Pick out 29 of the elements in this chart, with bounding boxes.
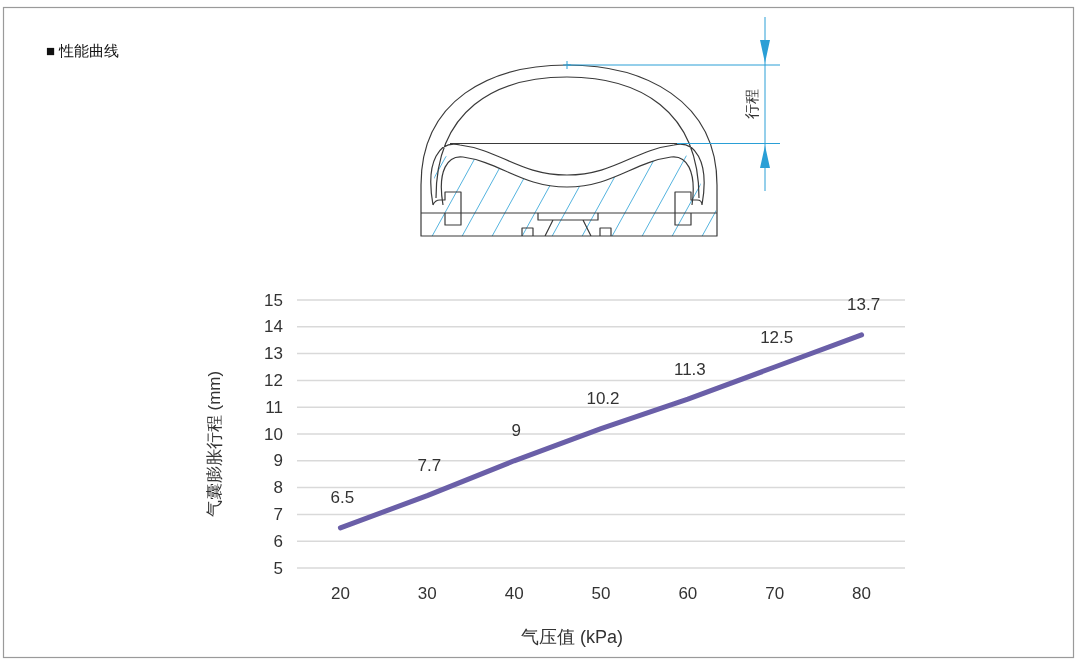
y-tick-label: 13 (264, 344, 283, 364)
x-axis-title: 气压值 (kPa) (520, 627, 624, 647)
y-tick-label: 15 (264, 290, 283, 310)
x-tick-label: 60 (678, 583, 698, 603)
y-tick-label: 11 (265, 397, 283, 417)
x-tick-label: 70 (765, 583, 785, 603)
x-tick-label: 40 (504, 583, 524, 603)
data-label: 7.7 (417, 456, 442, 476)
y-tick-label: 14 (264, 317, 283, 337)
text: 行程 (743, 89, 760, 119)
data-label: 6.5 (330, 488, 355, 508)
data-label: 11.3 (673, 359, 706, 379)
y-tick-label: 12 (264, 370, 283, 390)
y-tick-label: 9 (273, 451, 283, 471)
text: ■ 性能曲线 (46, 42, 120, 59)
data-label: 12.5 (760, 327, 794, 347)
y-tick-label: 6 (273, 531, 283, 551)
y-tick-label: 5 (273, 558, 283, 578)
x-tick-label: 20 (330, 583, 350, 603)
x-tick-label: 30 (417, 583, 437, 603)
x-tick-label: 50 (591, 583, 611, 603)
data-label: 13.7 (847, 295, 881, 315)
y-tick-label: 7 (273, 504, 283, 524)
x-tick-label: 80 (852, 583, 872, 603)
y-tick-label: 8 (273, 478, 283, 498)
y-axis-title: 气囊膨胀行程 (mm) (204, 370, 224, 518)
data-label: 9 (511, 421, 521, 441)
data-label: 10.2 (586, 389, 620, 409)
y-tick-label: 10 (264, 424, 283, 444)
